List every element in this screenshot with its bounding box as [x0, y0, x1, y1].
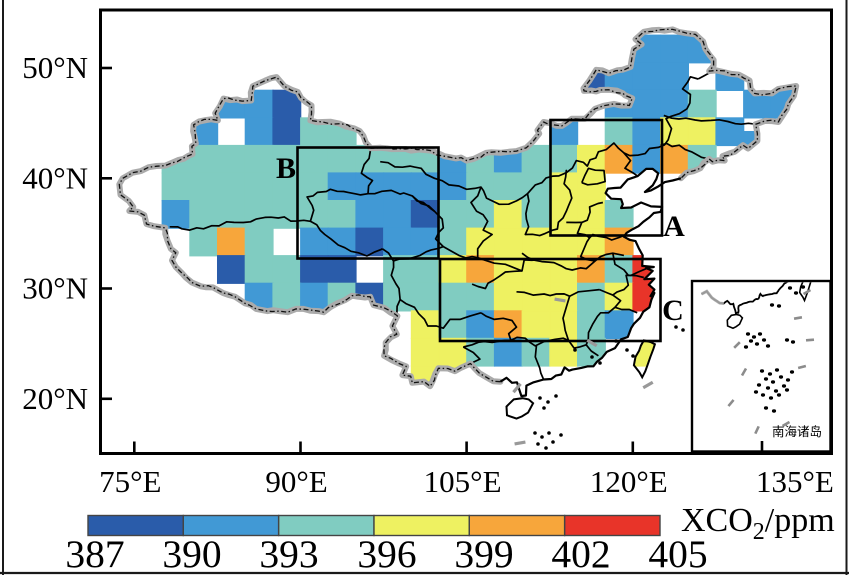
svg-text:402: 402: [551, 532, 610, 575]
svg-text:135°E: 135°E: [756, 464, 834, 499]
svg-text:A: A: [663, 210, 685, 243]
svg-text:120°E: 120°E: [590, 464, 668, 499]
svg-text:20°N: 20°N: [22, 381, 88, 416]
svg-text:405: 405: [648, 532, 707, 575]
svg-text:B: B: [276, 152, 296, 185]
svg-text:105°E: 105°E: [424, 464, 502, 499]
svg-text:30°N: 30°N: [22, 271, 88, 306]
svg-text:399: 399: [454, 532, 513, 575]
svg-text:南海诸岛: 南海诸岛: [772, 424, 822, 439]
svg-text:C: C: [662, 294, 684, 327]
svg-text:75°E: 75°E: [99, 464, 161, 499]
svg-text:393: 393: [259, 532, 318, 575]
svg-text:387: 387: [65, 532, 124, 575]
svg-text:396: 396: [357, 532, 416, 575]
svg-text:390: 390: [162, 532, 221, 575]
svg-text:50°N: 50°N: [22, 50, 88, 85]
svg-text:40°N: 40°N: [22, 160, 88, 195]
svg-text:90°E: 90°E: [265, 464, 327, 499]
